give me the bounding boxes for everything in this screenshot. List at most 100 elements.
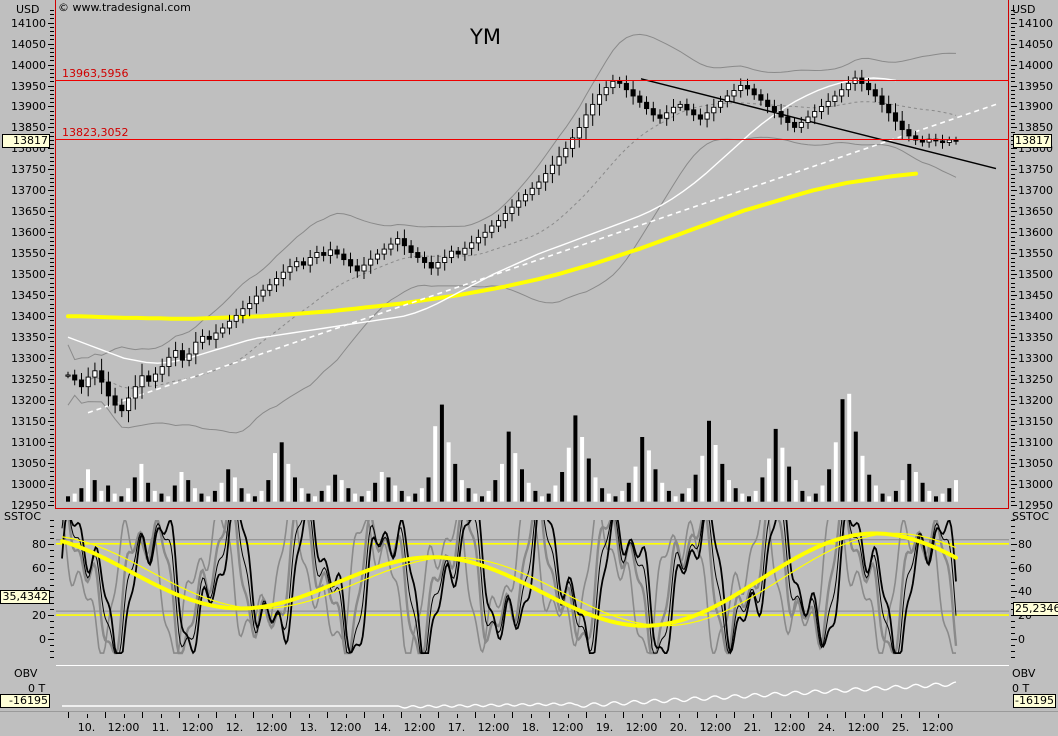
sstoc-minor-tick	[50, 543, 54, 545]
price-minor-tick	[1011, 161, 1015, 163]
price-minor-tick	[1011, 156, 1015, 158]
price-minor-tick	[50, 316, 54, 318]
price-minor-tick	[1011, 152, 1015, 154]
time-tick-minor	[827, 714, 828, 718]
price-minor-tick	[50, 223, 54, 225]
price-minor-tick	[1011, 232, 1015, 234]
price-minor-tick	[50, 228, 54, 230]
sstoc-minor-tick	[50, 573, 54, 575]
time-tick-major	[401, 712, 402, 718]
obv-axis-label-left: OBV	[14, 667, 38, 680]
time-tick-major	[549, 712, 550, 718]
price-minor-tick	[50, 467, 54, 469]
sstoc-minor-tick	[1011, 555, 1015, 557]
price-tick-label: 13150	[1018, 415, 1053, 429]
price-tick-label: 13500	[11, 268, 46, 282]
price-minor-tick	[50, 47, 54, 49]
price-minor-tick	[50, 169, 54, 171]
price-minor-tick	[50, 442, 54, 444]
price-minor-tick	[1011, 215, 1015, 217]
price-minor-tick	[50, 471, 54, 473]
price-minor-tick	[1011, 312, 1015, 314]
obv-zero-label-right: 0 T	[1012, 682, 1030, 695]
sstoc-tick-label: 40	[1018, 585, 1032, 599]
time-axis-label: 12.	[225, 721, 244, 734]
time-tick-major	[771, 712, 772, 718]
price-minor-tick	[1011, 177, 1015, 179]
price-minor-tick	[1011, 484, 1015, 486]
price-tick-label: 13850	[1018, 121, 1053, 135]
price-tick-label: 12950	[11, 499, 46, 512]
price-tick-label: 13500	[1018, 268, 1053, 282]
price-tick-label: 14000	[11, 58, 46, 72]
sstoc-minor-tick	[1011, 585, 1015, 587]
price-minor-tick	[50, 450, 54, 452]
time-axis-label: 12:00	[403, 721, 436, 734]
price-tick-label: 14050	[11, 37, 46, 51]
price-minor-tick	[1011, 244, 1015, 246]
sstoc-minor-tick	[50, 650, 54, 652]
price-minor-tick	[50, 186, 54, 188]
price-minor-tick	[1011, 194, 1015, 196]
time-tick-major	[734, 712, 735, 718]
price-minor-tick	[1011, 81, 1015, 83]
time-tick-major	[919, 712, 920, 718]
price-minor-tick	[1011, 240, 1015, 242]
price-minor-tick	[1011, 228, 1015, 230]
time-tick-major	[808, 712, 809, 718]
price-minor-tick	[50, 374, 54, 376]
price-minor-tick	[50, 110, 54, 112]
price-minor-tick	[1011, 429, 1015, 431]
time-axis-label: 12:00	[921, 721, 954, 734]
price-minor-tick	[50, 265, 54, 267]
price-minor-tick	[50, 383, 54, 385]
sstoc-minor-tick	[1011, 644, 1015, 646]
price-minor-tick	[50, 177, 54, 179]
price-tick-label: 13300	[1018, 352, 1053, 366]
price-minor-tick	[50, 391, 54, 393]
price-minor-tick	[1011, 148, 1015, 150]
sstoc-minor-tick	[50, 615, 54, 617]
time-axis-label: 12:00	[329, 721, 362, 734]
sstoc-minor-tick	[1011, 632, 1015, 634]
price-minor-tick	[50, 404, 54, 406]
price-minor-tick	[50, 253, 54, 255]
price-tick-label: 13650	[11, 205, 46, 219]
price-minor-tick	[50, 81, 54, 83]
price-tick-label: 13450	[11, 289, 46, 303]
price-minor-tick	[1011, 68, 1015, 70]
price-minor-tick	[1011, 479, 1015, 481]
price-minor-tick	[50, 102, 54, 104]
price-minor-tick	[50, 479, 54, 481]
price-minor-tick	[50, 202, 54, 204]
price-minor-tick	[1011, 337, 1015, 339]
sstoc-minor-tick	[50, 531, 54, 533]
obv-value-right: -16195	[1013, 694, 1056, 708]
price-minor-tick	[50, 295, 54, 297]
price-minor-tick	[50, 244, 54, 246]
price-minor-tick	[1011, 467, 1015, 469]
price-minor-tick	[50, 89, 54, 91]
price-minor-tick	[1011, 64, 1015, 66]
chart-title: YM	[470, 25, 501, 49]
sstoc-minor-tick	[50, 549, 54, 551]
price-minor-tick	[1011, 442, 1015, 444]
price-minor-tick	[50, 135, 54, 137]
price-minor-tick	[50, 198, 54, 200]
price-minor-tick	[50, 18, 54, 20]
price-minor-tick	[1011, 286, 1015, 288]
time-tick-minor	[642, 714, 643, 718]
sstoc-minor-tick	[50, 638, 54, 640]
price-minor-tick	[1011, 295, 1015, 297]
price-tick-label: 13100	[1018, 436, 1053, 450]
price-minor-tick	[1011, 450, 1015, 452]
time-tick-major	[586, 712, 587, 718]
price-minor-tick	[1011, 102, 1015, 104]
price-minor-tick	[50, 333, 54, 334]
price-tick-label: 13850	[11, 121, 46, 135]
price-minor-tick	[1011, 56, 1015, 58]
sstoc-minor-tick	[1011, 525, 1015, 527]
price-tick-label: 13800	[11, 142, 46, 156]
price-minor-tick	[1011, 324, 1015, 326]
price-minor-tick	[1011, 131, 1015, 133]
